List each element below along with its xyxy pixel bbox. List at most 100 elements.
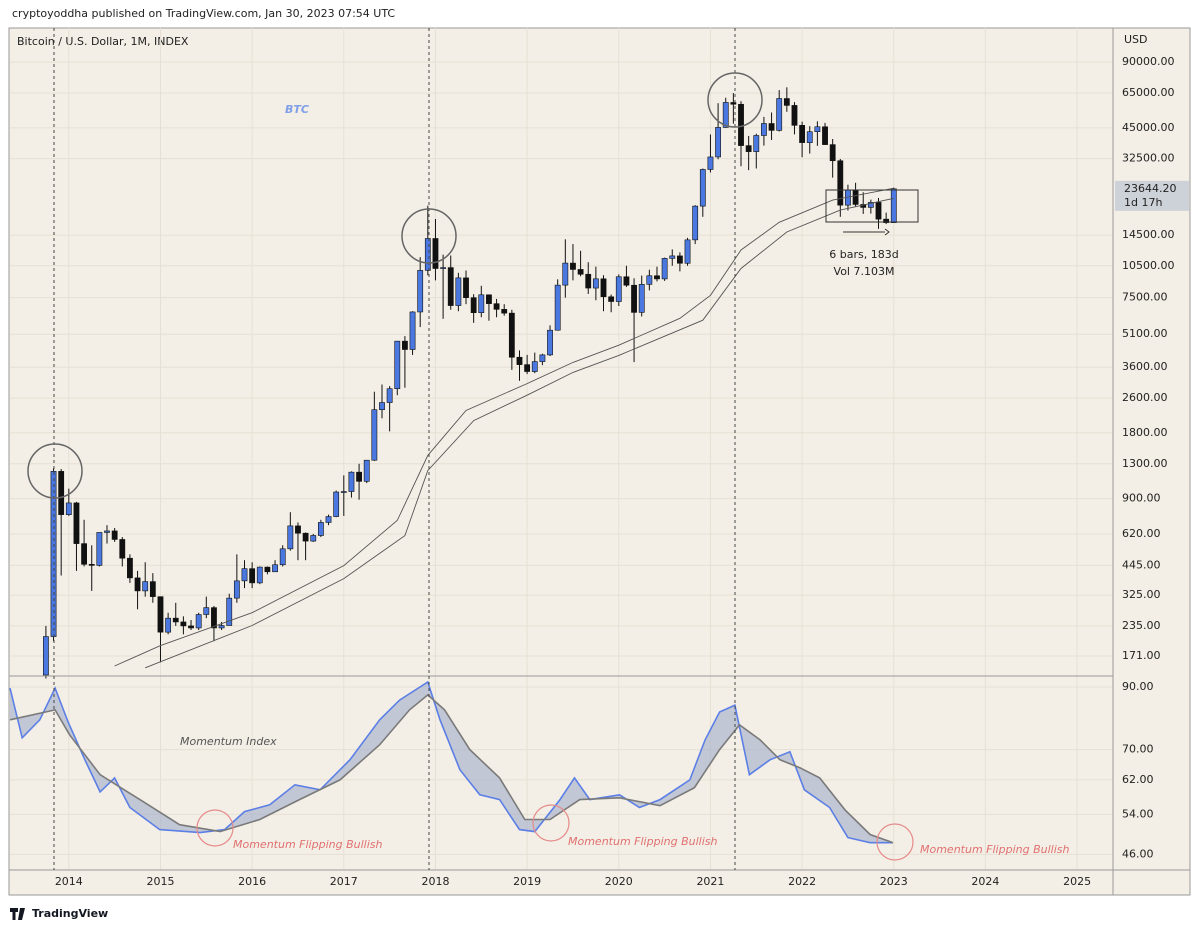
momentum-line — [9, 680, 893, 844]
candle-body — [409, 311, 416, 350]
candle-body — [699, 169, 706, 207]
candle-body — [684, 239, 691, 264]
candle-body — [333, 491, 340, 517]
candle-body — [226, 597, 233, 626]
candle-body — [417, 270, 424, 313]
candle-body — [165, 617, 172, 633]
momentum-line — [9, 693, 894, 844]
byline: cryptoyoddha published on TradingView.co… — [12, 7, 395, 20]
candle-body — [837, 160, 844, 206]
candle-body — [524, 364, 531, 372]
x-tick-label: 2016 — [238, 875, 266, 888]
candle-body — [272, 564, 278, 573]
candle-body — [96, 532, 103, 566]
candle-body — [600, 278, 607, 298]
candle-body — [531, 361, 538, 372]
candle-body — [440, 267, 447, 269]
candle-body — [676, 255, 683, 264]
candle-body — [233, 580, 240, 599]
y-tick-label: 5100.00 — [1122, 327, 1168, 340]
volume-label: Vol 7.103M — [834, 265, 895, 278]
candle-body — [279, 548, 286, 566]
candle-body — [203, 607, 210, 615]
candle-body — [738, 103, 744, 146]
candle-body — [570, 262, 576, 270]
y-tick-label: 235.00 — [1122, 619, 1161, 632]
momentum-note: Momentum Flipping Bullish — [920, 843, 1070, 856]
candle-body — [822, 126, 828, 145]
candle-body — [455, 277, 462, 306]
y-tick-label: 46.00 — [1122, 847, 1154, 860]
candle-body — [623, 276, 630, 286]
candle-body — [661, 258, 668, 280]
candle-body — [340, 491, 347, 493]
candle-body — [554, 284, 561, 331]
circle — [196, 809, 234, 847]
candle-body — [608, 296, 615, 302]
peak-circles — [27, 72, 763, 499]
last-price-box — [1115, 180, 1189, 211]
marks — [9, 87, 897, 844]
candle-body — [615, 276, 622, 302]
y-tick-label: 325.00 — [1122, 588, 1161, 601]
candle-body — [692, 205, 699, 241]
candle-body — [829, 144, 836, 162]
candle-body — [783, 98, 790, 106]
band-line — [114, 187, 894, 667]
event-lines — [53, 28, 736, 870]
candle-body — [394, 340, 401, 390]
circle — [707, 72, 763, 128]
y-tick-label: 14500.00 — [1122, 228, 1175, 241]
candle-body — [585, 273, 592, 289]
candle-body — [65, 502, 72, 515]
momentum-note: Momentum Flipping Bullish — [233, 838, 383, 851]
candle-body — [211, 607, 217, 629]
candle-body — [776, 98, 783, 131]
candle-body — [539, 354, 546, 362]
candle-body — [287, 525, 294, 550]
countdown: 1d 17h — [1124, 196, 1162, 209]
candle-body — [478, 294, 485, 313]
x-tick-label: 2019 — [513, 875, 541, 888]
candle-body — [356, 471, 362, 482]
candle-body — [127, 557, 133, 579]
y-tick-label: 1800.00 — [1122, 426, 1168, 439]
candle-body — [134, 577, 141, 592]
candle-body — [852, 189, 859, 205]
candle-body — [577, 269, 584, 275]
candle-body — [195, 614, 202, 629]
chart-bg — [8, 27, 1191, 896]
x-tick-label: 2025 — [1063, 875, 1091, 888]
y-tick-label: 1300.00 — [1122, 457, 1168, 470]
momentum-circles — [196, 804, 914, 861]
candle-body — [486, 294, 492, 304]
x-tick-label: 2021 — [696, 875, 724, 888]
candle-body — [348, 471, 355, 492]
candle-body — [157, 596, 164, 633]
circle — [532, 804, 570, 842]
candle-body — [814, 126, 821, 132]
candle-body — [149, 581, 156, 597]
candle-body — [493, 303, 500, 310]
candle-body — [317, 522, 324, 536]
candle-body — [386, 388, 393, 403]
candle-body — [890, 188, 897, 223]
candle-body — [295, 525, 301, 534]
y-tick-label: 62.00 — [1122, 773, 1154, 786]
y-tick-label: 900.00 — [1122, 492, 1161, 505]
candle-body — [753, 135, 760, 152]
brand: TradingView — [32, 907, 108, 920]
last-price: 23644.20 — [1124, 182, 1177, 195]
logo-icon — [10, 908, 25, 920]
candle-body — [867, 202, 874, 208]
range-label: 6 bars, 183d — [829, 248, 898, 261]
y-tick-label: 90000.00 — [1122, 55, 1175, 68]
candle-body — [302, 532, 309, 542]
circle — [27, 443, 83, 499]
y-tick-label: 620.00 — [1122, 527, 1161, 540]
y-tick-label: 10500.00 — [1122, 259, 1175, 272]
candle-body — [256, 566, 263, 584]
candle-body — [516, 356, 523, 365]
x-tick-label: 2015 — [146, 875, 174, 888]
